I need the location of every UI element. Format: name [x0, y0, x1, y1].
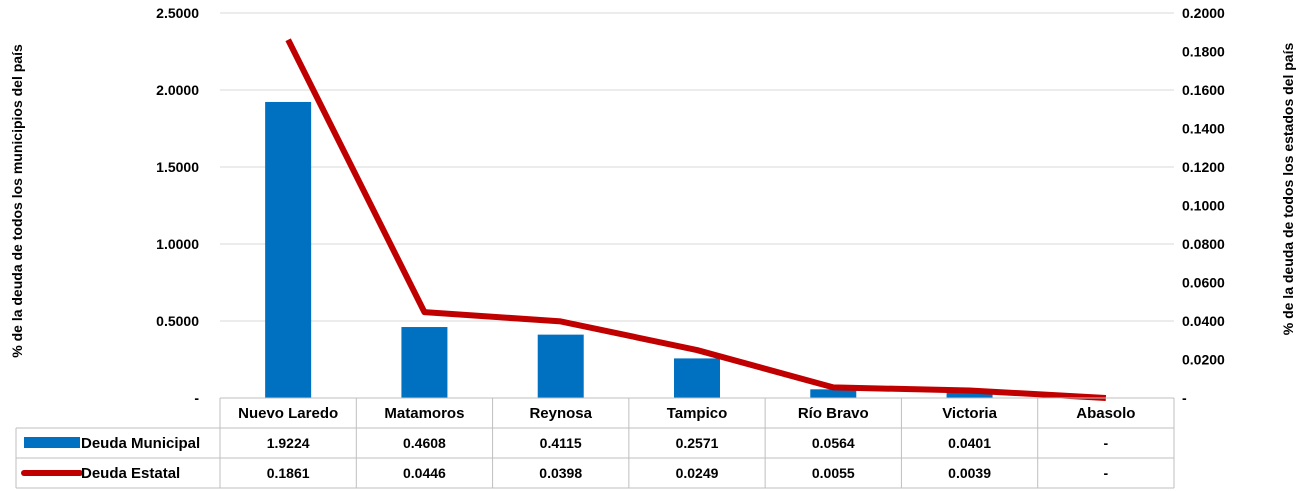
y-tick-label: 2.0000 — [156, 82, 199, 98]
data-label: 0.2571 — [676, 435, 719, 451]
y-axis-ticks: - 0.5000 1.0000 1.5000 2.0000 2.5000 — [156, 5, 199, 406]
y2-tick-label: 0.1600 — [1182, 82, 1225, 98]
y2-axis-ticks: - 0.0200 0.0400 0.0600 0.0800 0.1000 0.1200 0.1… — [1182, 5, 1225, 406]
bar-1 — [401, 327, 448, 398]
line-series — [285, 38, 1107, 401]
data-label: - — [1104, 465, 1109, 481]
y-tick-label: 0.5000 — [156, 313, 199, 329]
data-label: 0.4608 — [403, 435, 446, 451]
data-label: 0.0401 — [948, 435, 991, 451]
y-tick-label: 2.5000 — [156, 5, 199, 21]
y2-tick-label: - — [1182, 390, 1187, 406]
y2-tick-label: 0.0800 — [1182, 236, 1225, 252]
data-label: 1.9224 — [267, 435, 310, 451]
category-label: Victoria — [942, 405, 997, 422]
data-label: 0.0039 — [948, 465, 991, 481]
data-label: 0.0564 — [812, 435, 855, 451]
y2-tick-label: 0.0400 — [1182, 313, 1225, 329]
y2-tick-label: 0.1200 — [1182, 159, 1225, 175]
bar-2 — [537, 334, 584, 398]
category-label: Nuevo Laredo — [238, 405, 338, 422]
data-label: 0.0249 — [676, 465, 719, 481]
y-tick-label: - — [194, 390, 199, 406]
y-tick-label: 1.0000 — [156, 236, 199, 252]
category-label: Río Bravo — [798, 405, 869, 422]
category-label: Reynosa — [529, 405, 592, 422]
bar-0 — [265, 101, 312, 398]
gridlines — [220, 12, 1174, 322]
y2-tick-label: 0.0600 — [1182, 275, 1225, 291]
data-label: 0.1861 — [267, 465, 310, 481]
bar-3 — [674, 358, 720, 398]
bars — [265, 101, 993, 398]
legend-label: Deuda Estatal — [81, 465, 180, 482]
bar-4 — [810, 389, 857, 398]
y-tick-label: 1.5000 — [156, 159, 199, 175]
category-label: Tampico — [667, 405, 728, 422]
data-label: 0.4115 — [540, 435, 582, 451]
bar-5 — [946, 391, 993, 398]
data-label: 0.0446 — [403, 465, 446, 481]
data-table: Nuevo Laredo Matamoros Reynosa Tampico Río B… — [15, 397, 1175, 489]
legend-swatch-municipal — [24, 437, 80, 448]
data-label: 0.0398 — [539, 465, 582, 481]
y2-tick-label: 0.1000 — [1182, 198, 1225, 214]
line-deuda-estatal — [285, 38, 1107, 401]
category-label: Matamoros — [384, 405, 464, 422]
legend-label: Deuda Municipal — [81, 435, 200, 452]
y2-tick-label: 0.0200 — [1182, 352, 1225, 368]
y-axis-label: % de la deuda de todos los municipios de… — [9, 44, 25, 358]
category-label: Abasolo — [1076, 405, 1135, 422]
data-label: - — [1104, 435, 1109, 451]
y2-tick-label: 0.2000 — [1182, 5, 1225, 21]
y2-axis-label: % de la deuda de todos los estados del p… — [1280, 43, 1296, 336]
data-label: 0.0055 — [812, 465, 855, 481]
y2-tick-label: 0.1400 — [1182, 121, 1225, 137]
y2-tick-label: 0.1800 — [1182, 44, 1225, 60]
